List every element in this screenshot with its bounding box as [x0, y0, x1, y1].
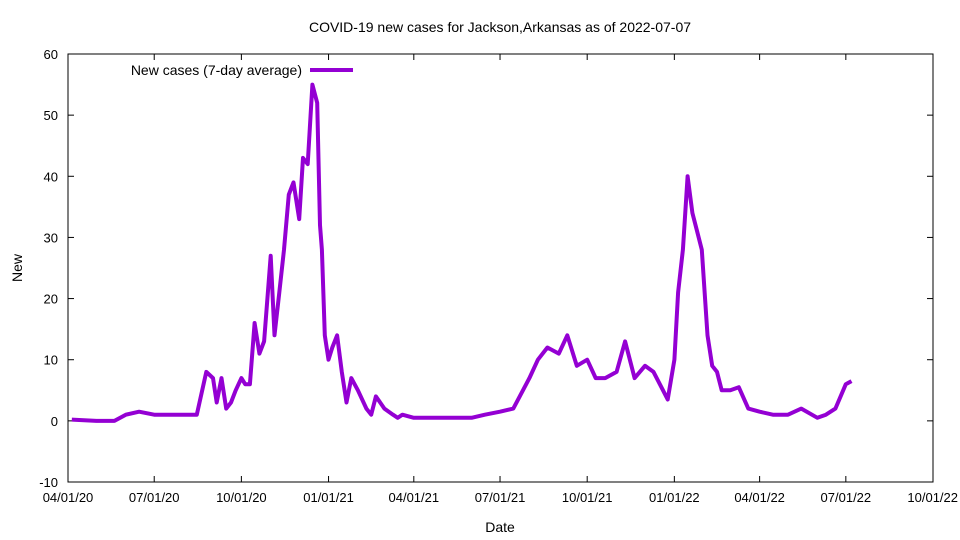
x-tick-label: 04/01/22 — [734, 490, 785, 505]
y-axis: -10 0 10 20 30 40 50 60 — [39, 47, 933, 490]
chart-title: COVID-19 new cases for Jackson,Arkansas … — [309, 19, 691, 35]
y-axis-label: New — [9, 253, 25, 282]
y-tick-label: 60 — [44, 47, 58, 62]
y-tick-label: 40 — [44, 169, 58, 184]
x-tick-label: 10/01/22 — [907, 490, 958, 505]
legend: New cases (7-day average) — [131, 62, 353, 78]
x-tick-label: 01/01/21 — [303, 490, 354, 505]
series-lines — [71, 82, 853, 423]
x-tick-label: 10/01/21 — [562, 490, 613, 505]
y-tick-label: 30 — [44, 230, 58, 245]
y-tick-label: 0 — [51, 414, 58, 429]
y-tick-label: 10 — [44, 353, 58, 368]
x-tick-label: 07/01/20 — [129, 490, 180, 505]
y-tick-label: -10 — [39, 475, 58, 490]
x-tick-label: 04/01/20 — [43, 490, 94, 505]
y-tick-label: 50 — [44, 108, 58, 123]
x-tick-label: 01/01/22 — [649, 490, 700, 505]
x-tick-label: 04/01/21 — [389, 490, 440, 505]
x-tick-label: 10/01/20 — [216, 490, 267, 505]
plot-frame — [67, 53, 934, 483]
legend-label: New cases (7-day average) — [131, 62, 302, 78]
x-axis-label: Date — [485, 519, 515, 535]
x-axis: 04/01/20 07/01/20 10/01/20 01/01/21 04/01/21… — [43, 54, 958, 505]
y-tick-label: 20 — [44, 292, 58, 307]
x-tick-label: 07/01/22 — [821, 490, 872, 505]
series-line — [71, 82, 853, 423]
x-tick-label: 07/01/21 — [475, 490, 526, 505]
